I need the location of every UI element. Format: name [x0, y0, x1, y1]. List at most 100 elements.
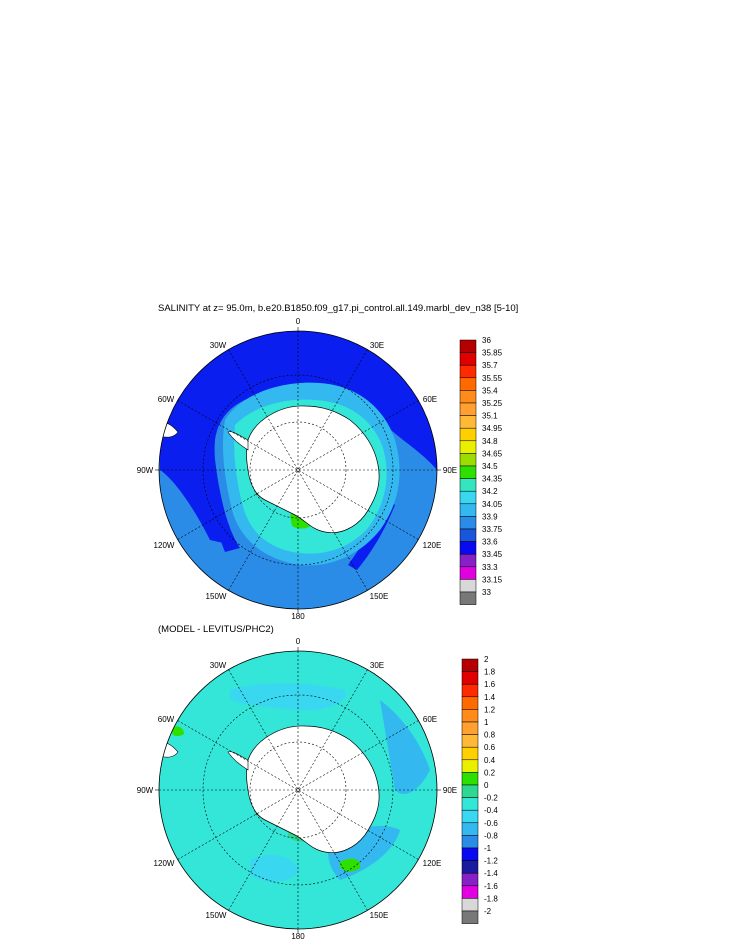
lon-label-120w: 120W [154, 541, 175, 550]
colorbar-label: 33 [482, 588, 491, 597]
colorbar-label: -1 [484, 844, 492, 853]
colorbar-label: 1 [484, 718, 489, 727]
colorbar-swatch [459, 339, 477, 353]
colorbar-label: -1.2 [484, 857, 498, 866]
colorbar-swatch [461, 860, 479, 874]
colorbar-swatch [459, 516, 477, 530]
colorbar-swatch [461, 696, 479, 710]
panel2-title: (MODEL - LEVITUS/PHC2) [158, 624, 274, 635]
colorbar-swatch [461, 797, 479, 811]
colorbar-swatch [459, 579, 477, 593]
colorbar-label: 0 [484, 781, 489, 790]
colorbar-label: 34.5 [482, 462, 498, 471]
colorbar-label: 33.75 [482, 525, 503, 534]
lon-label-120e: 120E [423, 859, 442, 868]
colorbar-swatch [461, 671, 479, 685]
colorbar-swatch [459, 390, 477, 404]
colorbar-label: 0.2 [484, 768, 496, 777]
colorbar-swatch [461, 835, 479, 849]
lon-label-120e: 120E [423, 541, 442, 550]
colorbar-swatch [461, 746, 479, 761]
lon-label-60w: 60W [158, 715, 175, 724]
colorbar-label: -0.8 [484, 831, 498, 840]
difference-colorbar: 2 1.8 1.6 1.4 1.2 1 0.8 0.6 0.4 0.2 0 -0.2 -0.4 -0.6 -… [461, 655, 498, 924]
colorbar-swatch [461, 784, 479, 798]
colorbar-swatch [461, 910, 479, 924]
colorbar-label: 1.6 [484, 680, 496, 689]
lon-label-30w: 30W [210, 661, 227, 670]
colorbar-swatch [459, 490, 477, 505]
dark-band-north [160, 331, 437, 545]
lon-label-180: 180 [291, 932, 305, 941]
colorbar-label: 35.85 [482, 349, 503, 358]
colorbar-swatch [459, 503, 477, 517]
colorbar-swatch [461, 658, 479, 672]
colorbar-label: -0.2 [484, 794, 498, 803]
lon-label-0: 0 [296, 637, 301, 646]
lon-label-150e: 150E [370, 592, 389, 601]
lon-label-150w: 150W [206, 911, 227, 920]
colorbar-swatch [459, 566, 477, 580]
colorbar-swatch [461, 847, 479, 861]
colorbar-label: 35.7 [482, 361, 498, 370]
colorbar-label: 1.8 [484, 668, 496, 677]
lon-label-60w: 60W [158, 395, 175, 404]
lon-label-60e: 60E [423, 715, 437, 724]
colorbar-swatch [459, 591, 477, 605]
colorbar-swatch [459, 541, 477, 555]
colorbar-swatch [459, 427, 477, 442]
colorbar-label: 35.4 [482, 386, 498, 395]
colorbar-label: -0.6 [484, 819, 498, 828]
lon-label-90w: 90W [137, 786, 154, 795]
lon-label-90w: 90W [137, 466, 154, 475]
colorbar-label: 2 [484, 655, 489, 664]
lon-label-30e: 30E [370, 341, 384, 350]
difference-map: 0 30E 60E 90E 120E 150E 180 150W 120W 90… [137, 637, 457, 941]
colorbar-label: -1.4 [484, 869, 498, 878]
lon-label-120w: 120W [154, 859, 175, 868]
colorbar-swatch [461, 885, 479, 899]
lon-label-60e: 60E [423, 395, 437, 404]
colorbar-label: 36 [482, 336, 491, 345]
colorbar-label: 0.6 [484, 743, 496, 752]
lon-label-150w: 150W [206, 592, 227, 601]
colorbar-swatch [459, 402, 477, 416]
lon-label-150e: 150E [370, 911, 389, 920]
colorbar-swatch [459, 465, 477, 479]
colorbar-swatch [459, 377, 477, 391]
colorbar-swatch [459, 478, 477, 492]
colorbar-swatch [461, 772, 479, 786]
salinity-colorbar: 36 35.85 35.7 35.55 35.4 35.25 35.1 34.95 34.8 34… [459, 336, 503, 605]
colorbar-label: 0.4 [484, 756, 496, 765]
colorbar-swatch [459, 352, 477, 366]
colorbar-label: 34.2 [482, 487, 498, 496]
colorbar-swatch [461, 822, 479, 836]
colorbar-label: -2 [484, 907, 492, 916]
colorbar-swatch [461, 872, 479, 887]
colorbar-label: 33.15 [482, 575, 503, 584]
lon-label-0: 0 [296, 317, 301, 326]
lon-label-180: 180 [291, 612, 305, 621]
colorbar-swatch [459, 440, 477, 454]
colorbar-label: 33.3 [482, 563, 498, 572]
colorbar-swatch [461, 734, 479, 748]
colorbar-swatch [461, 683, 479, 698]
colorbar-label: 34.65 [482, 449, 503, 458]
colorbar-label: 33.45 [482, 550, 503, 559]
colorbar-swatch [459, 415, 477, 429]
lon-label-90e: 90E [443, 786, 457, 795]
panel1-title: SALINITY at z= 95.0m, b.e20.B1850.f09_g1… [158, 303, 519, 314]
colorbar-swatch [459, 453, 477, 467]
colorbar-label: -0.4 [484, 806, 498, 815]
colorbar-label: 35.25 [482, 399, 503, 408]
lon-label-30e: 30E [370, 661, 384, 670]
colorbar-swatch [461, 898, 479, 912]
colorbar-label: 34.05 [482, 500, 503, 509]
colorbar-label: 33.6 [482, 538, 498, 547]
colorbar-label: 34.95 [482, 424, 503, 433]
colorbar-label: 35.1 [482, 412, 498, 421]
colorbar-swatch [459, 528, 477, 542]
colorbar-label: -1.6 [484, 882, 498, 891]
salinity-map: 0 30E 60E 90E 120E 150E 180 150W 120W 90… [137, 317, 457, 621]
colorbar-swatch [461, 759, 479, 773]
